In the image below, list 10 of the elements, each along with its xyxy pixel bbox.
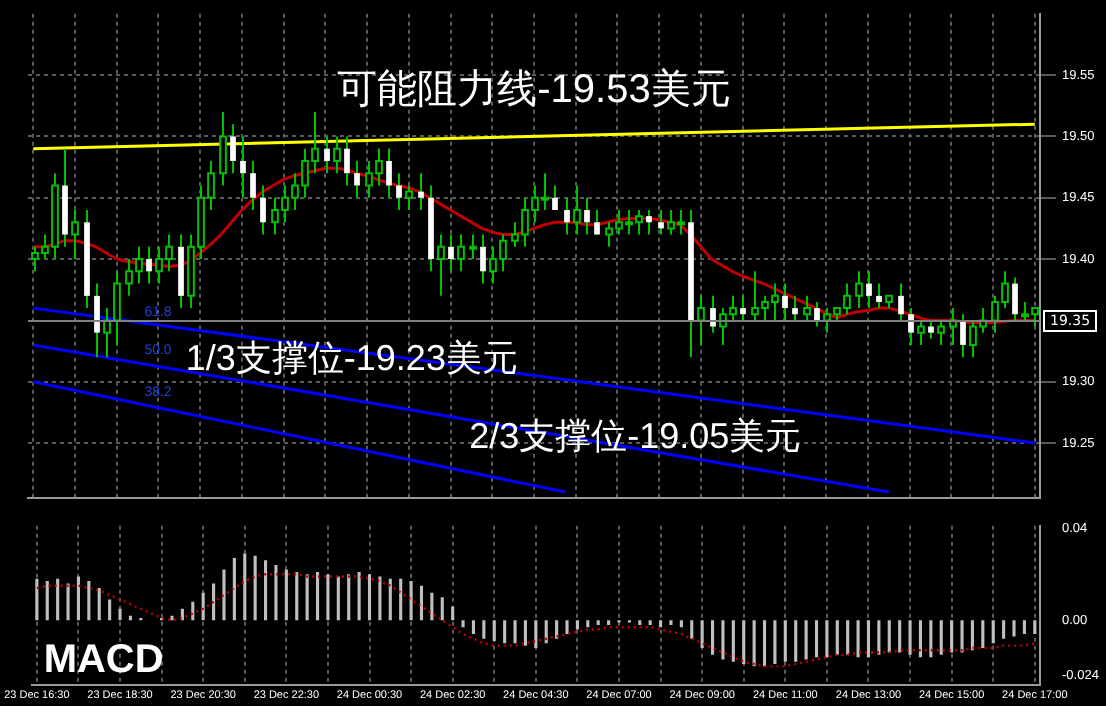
candlestick <box>594 209 600 236</box>
candlestick <box>354 159 360 199</box>
candlestick <box>898 282 904 322</box>
candlestick <box>418 172 424 212</box>
candlestick <box>792 294 798 322</box>
candlestick <box>240 135 246 199</box>
candlestick <box>250 159 256 212</box>
text: MACD <box>43 637 164 682</box>
annotation: 可能阻力线-19.53美元 <box>337 66 731 113</box>
candlestick <box>260 184 266 236</box>
